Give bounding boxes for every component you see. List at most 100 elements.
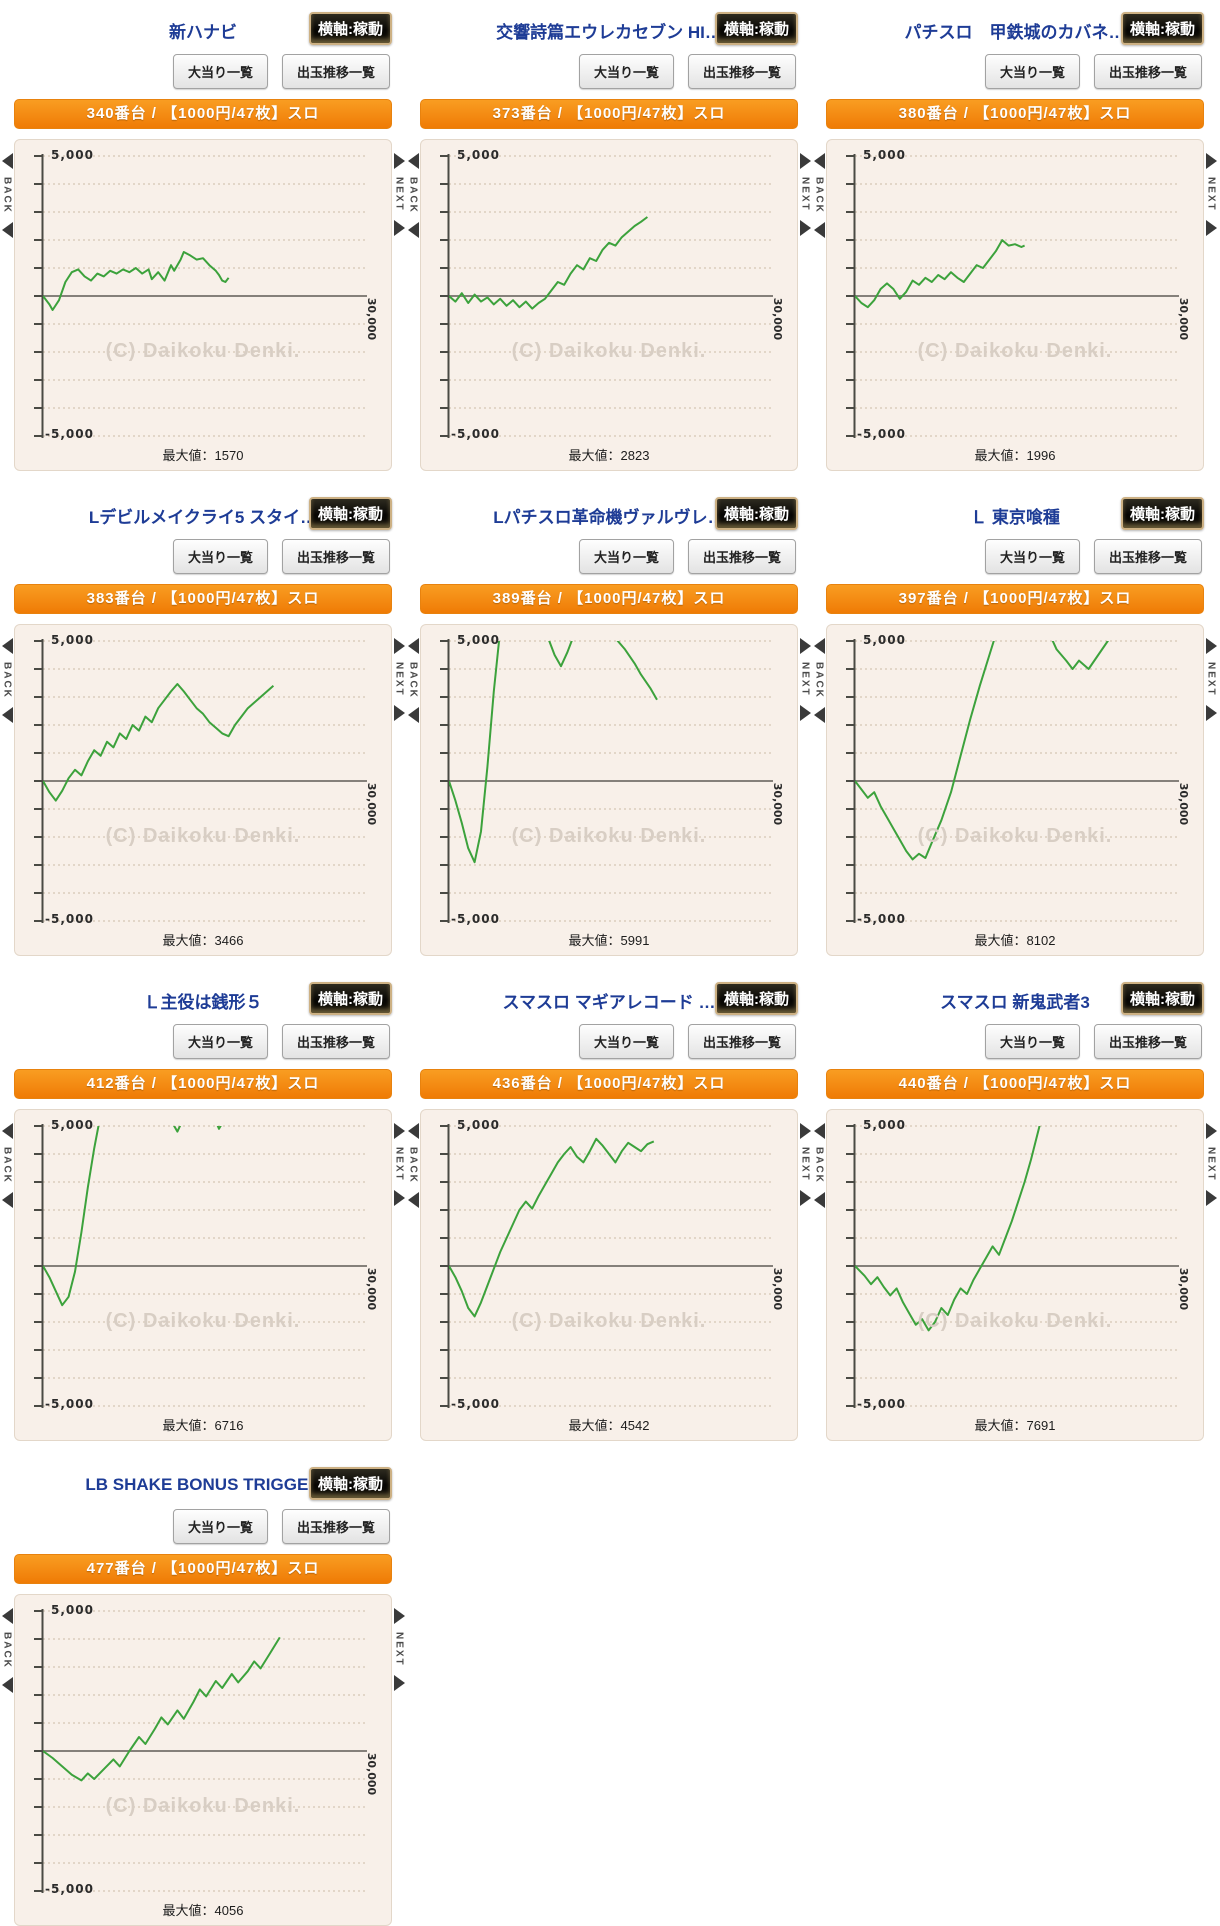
back-nav[interactable]: BACK bbox=[406, 139, 420, 471]
back-arrow-top-icon[interactable] bbox=[1, 1123, 13, 1139]
back-label[interactable]: BACK bbox=[407, 1147, 419, 1184]
jackpot-list-button[interactable]: 大当り一覧 bbox=[172, 1024, 268, 1059]
back-nav[interactable]: BACK bbox=[0, 624, 14, 956]
back-nav[interactable]: BACK bbox=[0, 1594, 14, 1926]
next-arrow-bottom-icon[interactable] bbox=[1205, 1189, 1217, 1206]
next-label[interactable]: NEXT bbox=[393, 1632, 405, 1667]
next-arrow-top-icon[interactable] bbox=[1205, 1123, 1217, 1139]
next-label[interactable]: NEXT bbox=[1205, 1147, 1217, 1182]
next-arrow-top-icon[interactable] bbox=[799, 638, 811, 654]
next-arrow-bottom-icon[interactable] bbox=[799, 1189, 811, 1206]
horizontal-axis-mode-button[interactable]: 横軸:稼動 bbox=[1121, 12, 1204, 45]
next-label[interactable]: NEXT bbox=[799, 662, 811, 697]
back-label[interactable]: BACK bbox=[813, 662, 825, 699]
next-arrow-top-icon[interactable] bbox=[393, 638, 405, 654]
next-arrow-top-icon[interactable] bbox=[393, 153, 405, 169]
horizontal-axis-mode-button[interactable]: 横軸:稼動 bbox=[715, 982, 798, 1015]
jackpot-list-button[interactable]: 大当り一覧 bbox=[578, 539, 674, 574]
next-arrow-top-icon[interactable] bbox=[799, 1123, 811, 1139]
next-arrow-top-icon[interactable] bbox=[1205, 153, 1217, 169]
back-arrow-bottom-icon[interactable] bbox=[1, 1676, 13, 1693]
next-nav[interactable]: NEXT bbox=[392, 139, 406, 471]
back-arrow-top-icon[interactable] bbox=[1, 638, 13, 654]
next-arrow-bottom-icon[interactable] bbox=[393, 1189, 405, 1206]
horizontal-axis-mode-button[interactable]: 横軸:稼動 bbox=[1121, 497, 1204, 530]
back-arrow-top-icon[interactable] bbox=[1, 153, 13, 169]
back-arrow-bottom-icon[interactable] bbox=[813, 1191, 825, 1208]
back-arrow-top-icon[interactable] bbox=[813, 153, 825, 169]
back-arrow-top-icon[interactable] bbox=[407, 153, 419, 169]
payout-transition-list-button[interactable]: 出玉推移一覧 bbox=[1093, 54, 1202, 89]
back-arrow-bottom-icon[interactable] bbox=[1, 706, 13, 723]
next-nav[interactable]: NEXT bbox=[392, 1109, 406, 1441]
next-label[interactable]: NEXT bbox=[1205, 177, 1217, 212]
jackpot-list-button[interactable]: 大当り一覧 bbox=[172, 539, 268, 574]
payout-transition-list-button[interactable]: 出玉推移一覧 bbox=[1093, 539, 1202, 574]
next-nav[interactable]: NEXT bbox=[392, 624, 406, 956]
payout-transition-list-button[interactable]: 出玉推移一覧 bbox=[281, 1024, 390, 1059]
back-arrow-top-icon[interactable] bbox=[813, 638, 825, 654]
horizontal-axis-mode-button[interactable]: 横軸:稼動 bbox=[309, 1467, 392, 1500]
back-label[interactable]: BACK bbox=[1, 662, 13, 699]
back-nav[interactable]: BACK bbox=[406, 1109, 420, 1441]
back-arrow-top-icon[interactable] bbox=[407, 1123, 419, 1139]
next-nav[interactable]: NEXT bbox=[798, 1109, 812, 1441]
horizontal-axis-mode-button[interactable]: 横軸:稼動 bbox=[715, 12, 798, 45]
next-label[interactable]: NEXT bbox=[393, 1147, 405, 1182]
horizontal-axis-mode-button[interactable]: 横軸:稼動 bbox=[309, 497, 392, 530]
jackpot-list-button[interactable]: 大当り一覧 bbox=[984, 54, 1080, 89]
back-nav[interactable]: BACK bbox=[812, 624, 826, 956]
back-label[interactable]: BACK bbox=[813, 1147, 825, 1184]
back-label[interactable]: BACK bbox=[1, 1147, 13, 1184]
back-arrow-top-icon[interactable] bbox=[1, 1608, 13, 1624]
next-arrow-bottom-icon[interactable] bbox=[1205, 704, 1217, 721]
payout-transition-list-button[interactable]: 出玉推移一覧 bbox=[281, 539, 390, 574]
back-arrow-top-icon[interactable] bbox=[407, 638, 419, 654]
next-arrow-top-icon[interactable] bbox=[1205, 638, 1217, 654]
back-nav[interactable]: BACK bbox=[812, 1109, 826, 1441]
next-nav[interactable]: NEXT bbox=[798, 624, 812, 956]
back-arrow-bottom-icon[interactable] bbox=[1, 1191, 13, 1208]
horizontal-axis-mode-button[interactable]: 横軸:稼動 bbox=[309, 12, 392, 45]
next-nav[interactable]: NEXT bbox=[392, 1594, 406, 1926]
back-nav[interactable]: BACK bbox=[0, 139, 14, 471]
horizontal-axis-mode-button[interactable]: 横軸:稼動 bbox=[715, 497, 798, 530]
back-arrow-bottom-icon[interactable] bbox=[407, 221, 419, 238]
next-label[interactable]: NEXT bbox=[799, 177, 811, 212]
back-arrow-bottom-icon[interactable] bbox=[813, 221, 825, 238]
back-label[interactable]: BACK bbox=[407, 662, 419, 699]
next-arrow-bottom-icon[interactable] bbox=[393, 704, 405, 721]
back-arrow-top-icon[interactable] bbox=[813, 1123, 825, 1139]
next-arrow-top-icon[interactable] bbox=[799, 153, 811, 169]
next-arrow-bottom-icon[interactable] bbox=[1205, 219, 1217, 236]
jackpot-list-button[interactable]: 大当り一覧 bbox=[172, 1509, 268, 1544]
back-label[interactable]: BACK bbox=[407, 177, 419, 214]
back-label[interactable]: BACK bbox=[1, 177, 13, 214]
back-arrow-bottom-icon[interactable] bbox=[407, 1191, 419, 1208]
payout-transition-list-button[interactable]: 出玉推移一覧 bbox=[1093, 1024, 1202, 1059]
next-nav[interactable]: NEXT bbox=[798, 139, 812, 471]
back-nav[interactable]: BACK bbox=[812, 139, 826, 471]
back-label[interactable]: BACK bbox=[813, 177, 825, 214]
next-arrow-bottom-icon[interactable] bbox=[799, 219, 811, 236]
next-arrow-top-icon[interactable] bbox=[393, 1608, 405, 1624]
payout-transition-list-button[interactable]: 出玉推移一覧 bbox=[281, 54, 390, 89]
next-nav[interactable]: NEXT bbox=[1204, 624, 1218, 956]
next-arrow-bottom-icon[interactable] bbox=[393, 219, 405, 236]
jackpot-list-button[interactable]: 大当り一覧 bbox=[984, 1024, 1080, 1059]
back-nav[interactable]: BACK bbox=[0, 1109, 14, 1441]
next-arrow-top-icon[interactable] bbox=[393, 1123, 405, 1139]
next-arrow-bottom-icon[interactable] bbox=[393, 1674, 405, 1691]
jackpot-list-button[interactable]: 大当り一覧 bbox=[578, 54, 674, 89]
next-arrow-bottom-icon[interactable] bbox=[799, 704, 811, 721]
next-label[interactable]: NEXT bbox=[393, 177, 405, 212]
back-arrow-bottom-icon[interactable] bbox=[813, 706, 825, 723]
next-nav[interactable]: NEXT bbox=[1204, 139, 1218, 471]
payout-transition-list-button[interactable]: 出玉推移一覧 bbox=[687, 539, 796, 574]
back-arrow-bottom-icon[interactable] bbox=[407, 706, 419, 723]
payout-transition-list-button[interactable]: 出玉推移一覧 bbox=[281, 1509, 390, 1544]
next-label[interactable]: NEXT bbox=[393, 662, 405, 697]
horizontal-axis-mode-button[interactable]: 横軸:稼動 bbox=[309, 982, 392, 1015]
jackpot-list-button[interactable]: 大当り一覧 bbox=[172, 54, 268, 89]
back-nav[interactable]: BACK bbox=[406, 624, 420, 956]
